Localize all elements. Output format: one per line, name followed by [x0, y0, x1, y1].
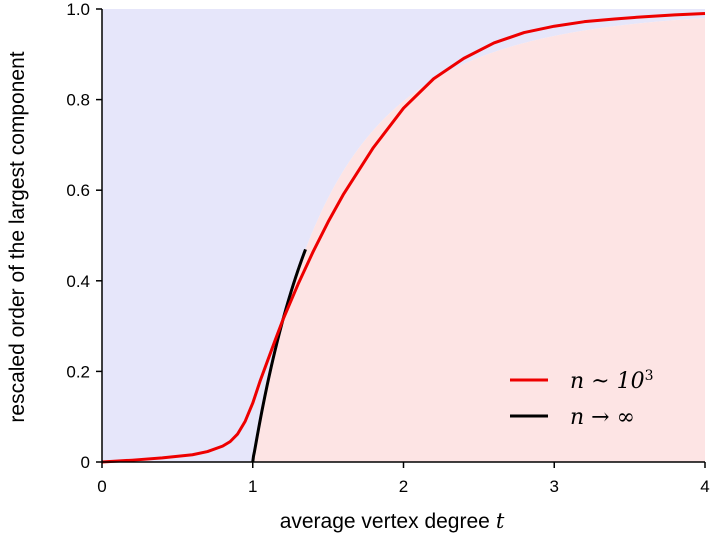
- y-tick-label: 0.8: [66, 91, 90, 110]
- y-tick-label: 1.0: [66, 0, 90, 19]
- region-above: [102, 9, 705, 462]
- series-layer: [101, 12, 706, 464]
- x-tick-label: 4: [700, 477, 709, 496]
- region-below: [252, 17, 705, 462]
- series-line-0: [101, 12, 706, 464]
- y-tick-label: 0.2: [66, 362, 90, 381]
- y-tick-label: 0.4: [66, 272, 90, 291]
- y-axis-label: rescaled order of the largest component: [6, 51, 29, 422]
- legend-label-finite: n ~ 103: [570, 368, 654, 394]
- x-tick-label: 3: [550, 477, 559, 496]
- x-axis-label: average vertex degree t: [280, 509, 505, 533]
- x-tick-label: 0: [97, 477, 106, 496]
- x-tick-label: 1: [248, 477, 257, 496]
- y-tick-label: 0.6: [66, 181, 90, 200]
- legend-label-infinite: n → ∞: [570, 405, 635, 430]
- legend: n ~ 103 n → ∞: [510, 368, 654, 430]
- series-line-1: [251, 248, 307, 463]
- shaded-regions: [102, 9, 705, 462]
- y-tick-label: 0: [81, 453, 90, 472]
- x-tick-label: 2: [399, 477, 408, 496]
- ticks: 0 1 2 3 4 0 0.2 0.4 0.6 0.8 1.0: [66, 0, 709, 496]
